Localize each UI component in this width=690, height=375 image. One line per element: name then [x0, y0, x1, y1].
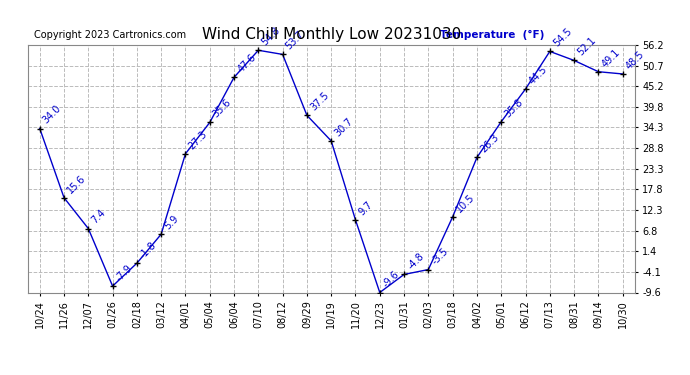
Title: Wind Chill Monthly Low 20231030: Wind Chill Monthly Low 20231030 — [201, 27, 461, 42]
Text: 52.1: 52.1 — [575, 35, 598, 58]
Text: 5.9: 5.9 — [163, 213, 181, 231]
Text: 35.6: 35.6 — [211, 98, 233, 120]
Text: 10.5: 10.5 — [454, 192, 476, 214]
Text: 26.3: 26.3 — [478, 132, 500, 155]
Text: 7.4: 7.4 — [90, 208, 108, 226]
Text: 27.3: 27.3 — [187, 129, 209, 151]
Text: -9.6: -9.6 — [381, 269, 402, 290]
Text: 53.7: 53.7 — [284, 29, 306, 52]
Text: -4.8: -4.8 — [406, 251, 426, 272]
Text: 44.5: 44.5 — [527, 64, 549, 86]
Text: -1.8: -1.8 — [138, 240, 159, 260]
Text: 9.7: 9.7 — [357, 199, 375, 217]
Text: -3.5: -3.5 — [430, 246, 450, 267]
Text: 49.1: 49.1 — [600, 47, 622, 69]
Text: 35.8: 35.8 — [502, 97, 525, 119]
Text: 54.5: 54.5 — [551, 26, 573, 49]
Text: 34.0: 34.0 — [41, 104, 63, 126]
Text: 47.6: 47.6 — [235, 52, 257, 75]
Text: 15.6: 15.6 — [66, 172, 88, 195]
Text: 54.8: 54.8 — [259, 25, 282, 48]
Text: Temperature  (°F): Temperature (°F) — [440, 30, 545, 40]
Text: -7.9: -7.9 — [114, 263, 135, 284]
Text: 37.5: 37.5 — [308, 90, 331, 112]
Text: 48.5: 48.5 — [624, 49, 647, 71]
Text: Copyright 2023 Cartronics.com: Copyright 2023 Cartronics.com — [34, 30, 186, 40]
Text: 30.7: 30.7 — [333, 116, 355, 138]
